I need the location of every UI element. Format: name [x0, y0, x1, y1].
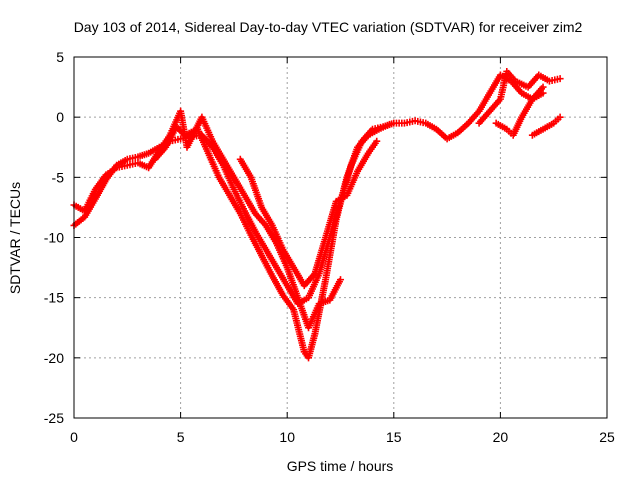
data-point — [539, 83, 547, 91]
grid — [74, 57, 607, 418]
y-tick-label: -15 — [44, 290, 64, 306]
x-axis-label: GPS time / hours — [287, 458, 394, 474]
y-tick-label: -5 — [52, 169, 65, 185]
y-axis-label: SDTVAR / TECUs — [7, 182, 23, 294]
series-track-4 — [236, 137, 381, 290]
data-point — [556, 113, 564, 121]
y-tick-label: -10 — [44, 230, 64, 246]
y-tick-label: 5 — [56, 49, 64, 65]
data-points — [70, 67, 564, 362]
data-point — [539, 89, 547, 97]
series-track-2 — [70, 107, 344, 332]
y-tick-label: 0 — [56, 109, 64, 125]
x-tick-label: 25 — [599, 429, 615, 445]
series-track-3 — [151, 120, 394, 362]
axis-ticks: 0 5 10 15 20 25 5 0 -5 -10 -15 -20 -25 — [44, 49, 615, 445]
y-tick-label: -25 — [44, 410, 64, 426]
chart-title: Day 103 of 2014, Sidereal Day-to-day VTE… — [74, 19, 583, 35]
series-track-6 — [492, 89, 547, 139]
series-track-7 — [528, 113, 564, 139]
x-tick-label: 20 — [493, 429, 509, 445]
x-tick-label: 15 — [386, 429, 402, 445]
series-track-1 — [70, 71, 547, 308]
data-point — [337, 276, 344, 284]
series-track-5 — [475, 67, 564, 127]
y-tick-label: -20 — [44, 350, 64, 366]
x-tick-label: 0 — [70, 429, 78, 445]
x-tick-label: 10 — [279, 429, 295, 445]
data-point — [373, 137, 381, 145]
data-point — [386, 120, 394, 128]
data-point — [556, 75, 564, 83]
x-tick-label: 5 — [177, 429, 185, 445]
